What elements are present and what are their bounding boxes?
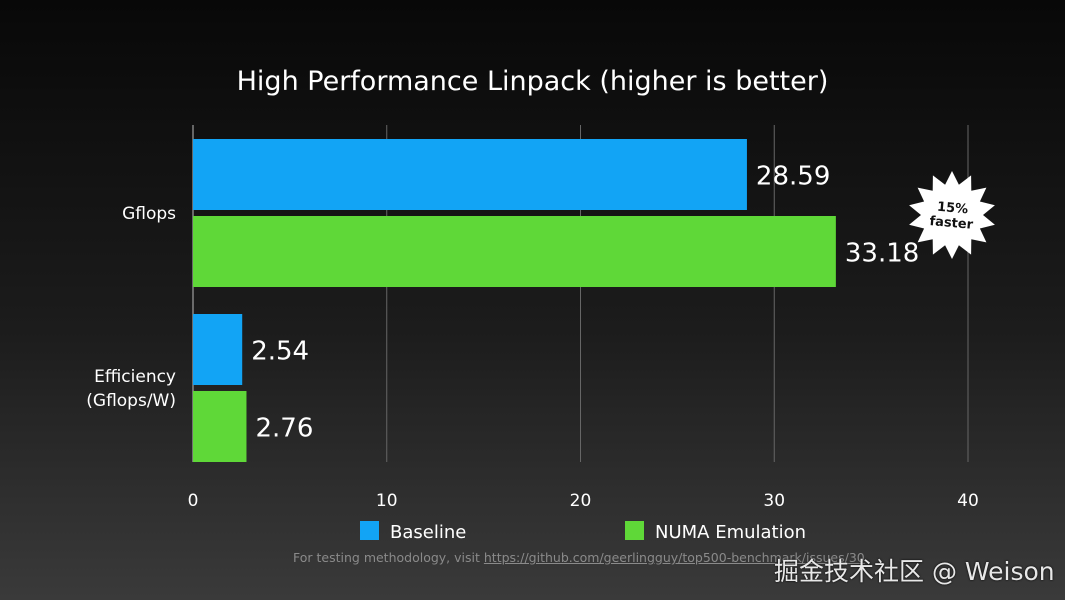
bar <box>193 314 243 385</box>
category-label: Efficiency <box>94 367 176 387</box>
category-label: (Gflops/W) <box>86 391 176 411</box>
bar <box>193 391 247 462</box>
category-label: Gflops <box>122 204 176 224</box>
annotation-text: 15% <box>936 200 968 218</box>
methodology-link[interactable]: https://github.com/geerlingguy/top500-be… <box>483 550 865 565</box>
annotation-text: faster <box>929 214 974 233</box>
x-tick-label: 30 <box>763 491 785 511</box>
legend-swatch <box>360 521 379 540</box>
starburst-badge <box>909 171 995 259</box>
legend-label: NUMA Emulation <box>655 522 806 543</box>
bar <box>193 139 747 210</box>
x-tick-label: 20 <box>570 491 592 511</box>
data-label: 28.59 <box>756 162 830 192</box>
data-label: 33.18 <box>845 239 919 269</box>
bar <box>193 216 836 287</box>
x-tick-label: 0 <box>188 491 199 511</box>
watermark: 掘金技术社区 @ Weison <box>774 557 1055 586</box>
data-label: 2.54 <box>251 337 309 367</box>
data-label: 2.76 <box>255 414 313 444</box>
x-tick-label: 10 <box>376 491 398 511</box>
footer-note: For testing methodology, visit https://g… <box>293 550 865 565</box>
x-tick-label: 40 <box>957 491 979 511</box>
legend-swatch <box>625 521 644 540</box>
footer-text: For testing methodology, visit <box>293 550 484 565</box>
legend-label: Baseline <box>390 522 466 543</box>
chart-title: High Performance Linpack (higher is bett… <box>236 66 829 97</box>
